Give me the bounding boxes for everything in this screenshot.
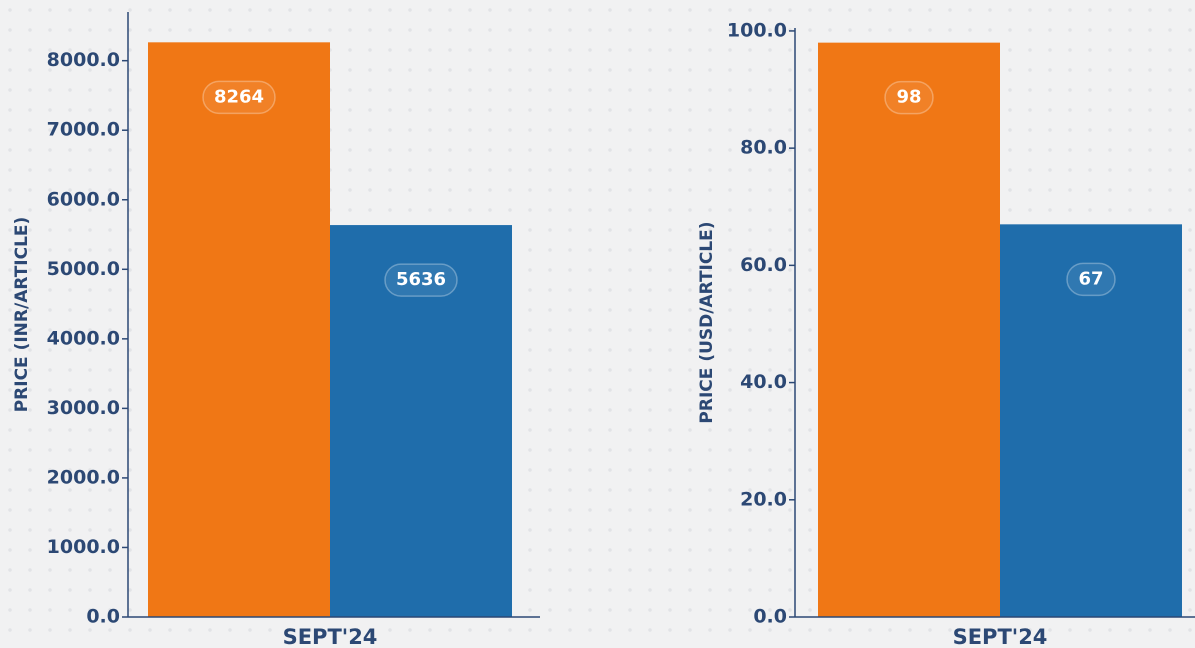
x-tick-label: SEPT'24 — [283, 625, 378, 648]
value-label: 67 — [1078, 268, 1103, 289]
value-label-pill — [1066, 262, 1116, 297]
value-label: 8264 — [214, 86, 264, 107]
y-tick-label: 5000.0 — [47, 258, 120, 280]
y-tick-label: 60.0 — [740, 254, 787, 276]
bar — [148, 42, 330, 618]
x-tick-label: SEPT'24 — [953, 625, 1048, 648]
y-tick-label: 8000.0 — [47, 49, 120, 71]
y-axis-title: PRICE (INR/ARTICLE) — [12, 217, 32, 413]
bar — [1000, 224, 1182, 618]
value-label-pill — [202, 80, 276, 115]
y-tick-label: 7000.0 — [47, 119, 120, 141]
value-label-pill — [884, 80, 934, 115]
y-tick-label: 40.0 — [740, 371, 787, 393]
y-tick-label: 2000.0 — [47, 466, 120, 488]
y-tick-label: 20.0 — [740, 488, 787, 510]
bar — [818, 42, 1000, 618]
y-tick-label: 0.0 — [753, 606, 787, 628]
y-tick-label: 100.0 — [727, 19, 787, 41]
y-tick-label: 3000.0 — [47, 397, 120, 419]
bar — [330, 225, 512, 617]
y-tick-label: 0.0 — [86, 606, 120, 628]
y-axis-title: PRICE (USD/ARTICLE) — [697, 221, 717, 423]
y-tick-label: 80.0 — [740, 137, 787, 159]
value-label: 98 — [896, 87, 921, 108]
y-tick-label: 4000.0 — [47, 327, 120, 349]
value-label: 5636 — [396, 269, 446, 290]
y-tick-label: 6000.0 — [47, 188, 120, 210]
value-label-pill — [384, 263, 458, 297]
y-tick-label: 1000.0 — [47, 536, 120, 558]
